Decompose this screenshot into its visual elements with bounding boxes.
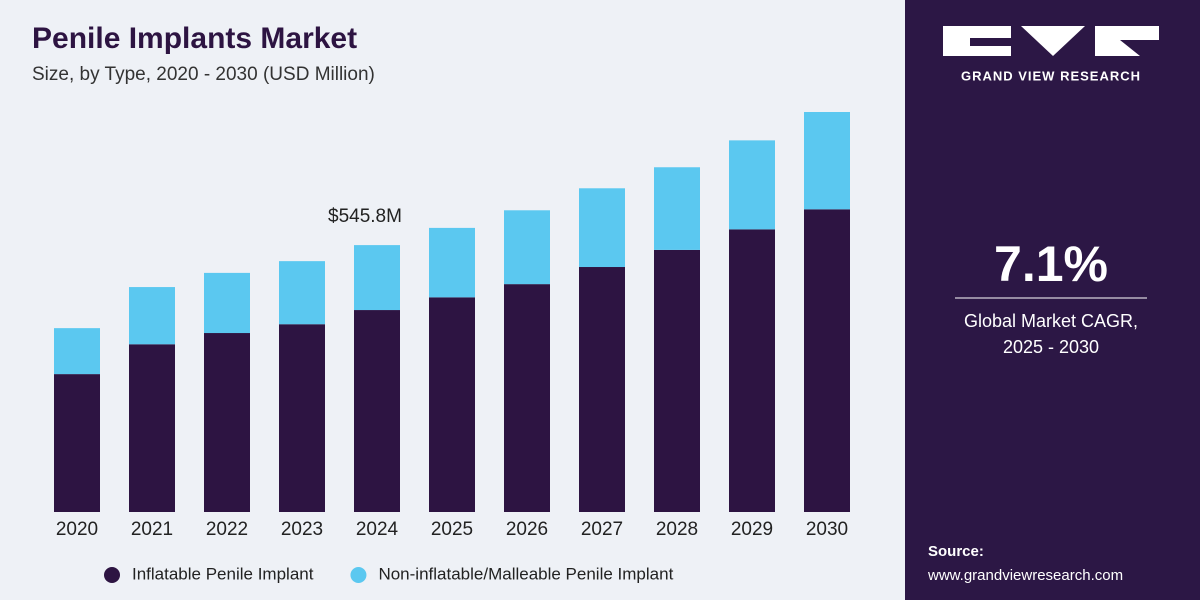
legend-marker: [104, 567, 120, 583]
bar-segment: [354, 245, 400, 311]
bar-segment: [279, 261, 325, 325]
side-panel: [905, 0, 1200, 600]
cagr-period: 2025 - 2030: [1003, 337, 1099, 357]
bar-segment: [654, 167, 700, 250]
x-tick-label: 2030: [806, 519, 848, 540]
bar-segment: [129, 344, 175, 512]
bar-segment: [579, 188, 625, 268]
legend-marker: [350, 567, 367, 583]
chart-subtitle: Size, by Type, 2020 - 2030 (USD Million): [32, 64, 375, 85]
x-tick-label: 2028: [656, 519, 698, 540]
bar-segment: [579, 267, 625, 512]
x-tick-label: 2020: [56, 519, 98, 540]
bar-segment: [504, 210, 550, 285]
x-tick-label: 2022: [206, 519, 248, 540]
bar-segment: [729, 229, 775, 512]
cagr-value: 7.1%: [994, 236, 1108, 292]
bar-segment: [279, 324, 325, 512]
bar-segment: [504, 284, 550, 512]
bar-segment: [729, 140, 775, 230]
bar-segment: [204, 272, 250, 334]
cagr-label: Global Market CAGR,: [964, 311, 1138, 331]
x-tick-label: 2024: [356, 519, 399, 540]
bar-segment: [129, 287, 175, 345]
x-tick-label: 2027: [581, 519, 623, 540]
bar-segment: [804, 112, 850, 210]
bar-segment: [54, 328, 100, 375]
chart-title: Penile Implants Market: [32, 22, 357, 55]
x-tick-label: 2026: [506, 519, 548, 540]
x-tick-label: 2029: [731, 519, 773, 540]
bar-segment: [54, 374, 100, 512]
bar-segment: [654, 249, 700, 512]
bar-segment: [204, 333, 250, 512]
source-title: Source:: [928, 543, 984, 560]
source-url: www.grandviewresearch.com: [927, 567, 1123, 584]
brand: GRAND VIEW RESEARCH: [961, 68, 1141, 83]
logo: [943, 26, 1159, 56]
x-tick-label: 2025: [431, 519, 473, 540]
legend-label: Non-inflatable/Malleable Penile Implant: [378, 564, 673, 583]
legend-label: Inflatable Penile Implant: [132, 564, 314, 583]
total-label: $545.8M: [328, 206, 402, 227]
bar-segment: [429, 297, 475, 512]
bar-segment: [354, 310, 400, 512]
bar-segment: [804, 209, 850, 512]
bar-segment: [429, 227, 475, 298]
x-tick-label: 2021: [131, 519, 173, 540]
x-tick-label: 2023: [281, 519, 323, 540]
